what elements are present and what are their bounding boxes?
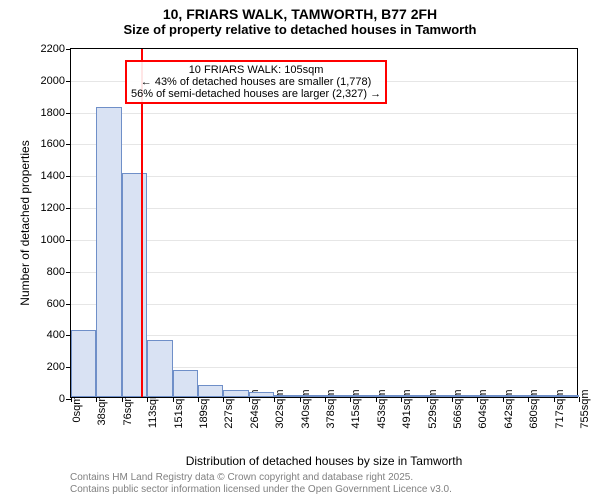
y-tick-label: 1400 xyxy=(41,170,65,182)
histogram-bar xyxy=(427,395,452,397)
footer-line-2: Contains public sector information licen… xyxy=(70,484,452,495)
histogram-bar xyxy=(477,395,502,397)
histogram-bar xyxy=(528,395,553,397)
histogram-bar xyxy=(249,392,274,397)
histogram-bar xyxy=(350,395,375,397)
y-tick-label: 0 xyxy=(59,393,65,405)
histogram-bar xyxy=(71,330,96,397)
histogram-bar xyxy=(96,107,121,397)
annot-line-3: 56% of semi-detached houses are larger (… xyxy=(131,88,381,100)
chart-title: 10, FRIARS WALK, TAMWORTH, B77 2FH xyxy=(0,0,600,22)
histogram-bar xyxy=(376,395,401,397)
annotation-box: 10 FRIARS WALK: 105sqm ← 43% of detached… xyxy=(125,60,387,104)
y-tick-label: 2200 xyxy=(41,43,65,55)
histogram-bar xyxy=(274,395,299,397)
footer-line-1: Contains HM Land Registry data © Crown c… xyxy=(70,472,413,483)
y-tick-label: 2000 xyxy=(41,75,65,87)
histogram-bar xyxy=(503,395,528,397)
y-tick-mark xyxy=(66,208,71,209)
y-tick-mark xyxy=(66,304,71,305)
annot-line-2: ← 43% of detached houses are smaller (1,… xyxy=(131,76,381,88)
x-tick-label: 38sqm xyxy=(96,392,108,425)
x-tick-label: 0sqm xyxy=(71,396,83,423)
histogram-bar xyxy=(325,395,350,397)
histogram-bar xyxy=(554,395,579,397)
histogram-bar xyxy=(173,370,198,397)
y-tick-label: 1000 xyxy=(41,234,65,246)
y-tick-label: 200 xyxy=(47,361,65,373)
y-tick-mark xyxy=(66,240,71,241)
y-tick-label: 1800 xyxy=(41,107,65,119)
y-tick-label: 1600 xyxy=(41,138,65,150)
y-tick-label: 800 xyxy=(47,266,65,278)
y-tick-label: 400 xyxy=(47,329,65,341)
x-axis-title: Distribution of detached houses by size … xyxy=(186,454,463,468)
y-tick-mark xyxy=(66,272,71,273)
y-tick-label: 600 xyxy=(47,298,65,310)
x-tick-label: 755sqm xyxy=(579,389,591,428)
y-tick-mark xyxy=(66,81,71,82)
chart-subtitle: Size of property relative to detached ho… xyxy=(0,22,600,41)
histogram-bar xyxy=(122,173,147,397)
histogram-bar xyxy=(300,395,325,397)
y-tick-mark xyxy=(66,113,71,114)
y-tick-mark xyxy=(66,49,71,50)
x-tick-label: 76sqm xyxy=(122,392,134,425)
annot-line-1: 10 FRIARS WALK: 105sqm xyxy=(131,64,381,76)
histogram-bar xyxy=(223,390,248,397)
gridline xyxy=(71,144,577,145)
y-tick-label: 1200 xyxy=(41,202,65,214)
y-axis-title: Number of detached properties xyxy=(18,140,32,305)
histogram-bar xyxy=(452,395,477,397)
gridline xyxy=(71,113,577,114)
y-tick-mark xyxy=(66,176,71,177)
y-tick-mark xyxy=(66,144,71,145)
histogram-bar xyxy=(147,340,172,397)
histogram-bar xyxy=(401,395,426,397)
histogram-bar xyxy=(198,385,223,397)
